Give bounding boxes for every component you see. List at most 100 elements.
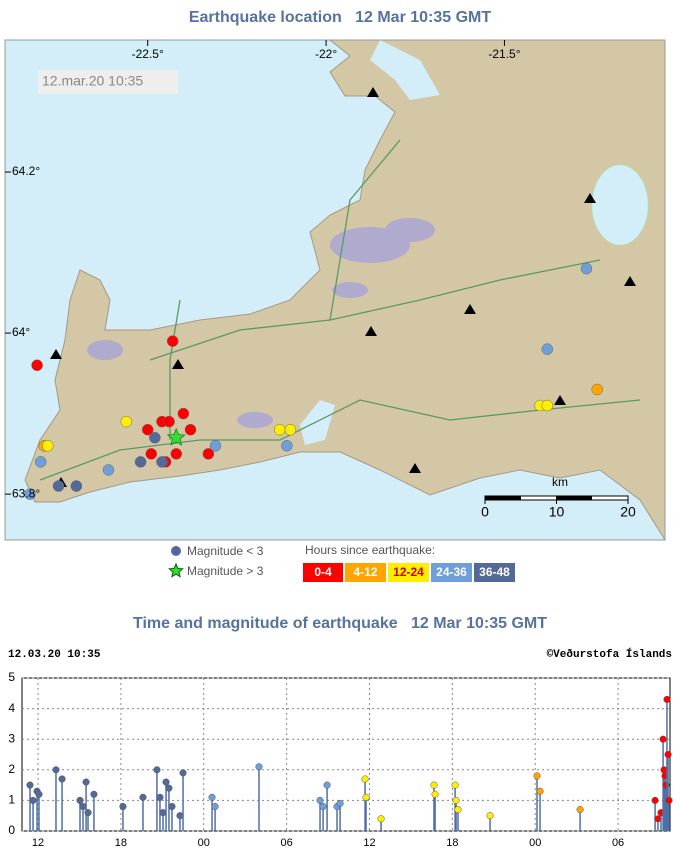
event bbox=[452, 796, 460, 804]
event bbox=[211, 802, 219, 811]
event bbox=[486, 812, 494, 820]
event bbox=[76, 796, 84, 804]
chart-stamp: 12.03.20 10:35 bbox=[8, 649, 101, 661]
scale-bar: km 0 10 20 bbox=[481, 475, 636, 520]
event bbox=[430, 781, 438, 789]
quake-large bbox=[166, 427, 186, 446]
plot-frame bbox=[21, 677, 671, 832]
quake bbox=[166, 335, 179, 347]
scale-label: 20 bbox=[620, 504, 636, 520]
quake bbox=[184, 423, 197, 436]
event bbox=[58, 775, 66, 783]
x-tick-label: 00 bbox=[198, 837, 210, 849]
event bbox=[651, 796, 659, 804]
event bbox=[336, 799, 344, 808]
lat-label: 63.8° bbox=[12, 486, 40, 500]
legend-large: Magnitude > 3 bbox=[187, 564, 264, 578]
map-frame bbox=[4, 39, 666, 541]
event bbox=[179, 769, 187, 777]
event bbox=[454, 806, 462, 814]
quake bbox=[102, 464, 115, 476]
event bbox=[26, 781, 34, 789]
map-legend: Magnitude < 3 Magnitude > 3 Hours since … bbox=[168, 543, 435, 578]
legend-star bbox=[168, 562, 184, 578]
event bbox=[663, 695, 671, 703]
legend-bin bbox=[474, 563, 515, 582]
lava-fields bbox=[87, 218, 435, 428]
quake bbox=[156, 456, 168, 468]
y-tick-label: 1 bbox=[8, 793, 15, 807]
event bbox=[659, 735, 667, 743]
event bbox=[162, 778, 170, 786]
quakes bbox=[24, 262, 603, 500]
quake bbox=[145, 448, 158, 460]
y-tick-label: 0 bbox=[8, 823, 15, 837]
scale-label: 0 bbox=[481, 504, 489, 520]
quake bbox=[141, 423, 154, 436]
quake bbox=[163, 415, 175, 428]
event bbox=[431, 790, 439, 798]
event bbox=[52, 766, 60, 774]
quake bbox=[42, 440, 54, 452]
chart-title: Time and magnitude of earthquake 12 Mar … bbox=[133, 615, 547, 632]
event bbox=[323, 781, 331, 789]
legend-bin-label: 24-36 bbox=[436, 565, 467, 579]
event bbox=[90, 790, 98, 798]
event bbox=[316, 796, 324, 804]
quake bbox=[170, 448, 182, 460]
lat-label: 64.2° bbox=[12, 164, 40, 178]
event bbox=[664, 750, 672, 759]
event bbox=[29, 796, 37, 804]
event bbox=[576, 806, 584, 814]
lon-label: -21.5° bbox=[488, 47, 520, 61]
x-tick-label: 18 bbox=[446, 837, 458, 849]
legend-small: Magnitude < 3 bbox=[187, 544, 264, 558]
x-tick-label: 06 bbox=[612, 837, 624, 849]
map: 12.mar.20 10:35 km 0 10 20 bbox=[5, 40, 665, 540]
y-tick-label: 4 bbox=[8, 701, 15, 715]
scale-label: 10 bbox=[549, 504, 565, 520]
x-tick-label: 06 bbox=[280, 837, 292, 849]
event bbox=[35, 790, 43, 798]
event bbox=[451, 781, 459, 789]
event bbox=[533, 772, 541, 780]
quake bbox=[591, 383, 603, 396]
lon-label: -22.5° bbox=[132, 47, 164, 61]
event bbox=[153, 766, 161, 774]
quake bbox=[31, 359, 43, 372]
quake bbox=[541, 343, 554, 355]
quake bbox=[134, 456, 147, 468]
event bbox=[665, 796, 673, 804]
lake bbox=[300, 400, 335, 445]
quake bbox=[284, 423, 297, 436]
quake bbox=[580, 262, 593, 275]
quake bbox=[149, 431, 161, 444]
map-title: Earthquake location 12 Mar 10:35 GMT bbox=[189, 9, 492, 26]
x-tick-label: 18 bbox=[115, 837, 127, 849]
stamp-box bbox=[38, 70, 178, 94]
event bbox=[377, 815, 385, 823]
event bbox=[82, 778, 90, 786]
event bbox=[319, 802, 327, 811]
quake bbox=[541, 399, 554, 412]
chart-credit: ©Veðurstofa Íslands bbox=[547, 647, 672, 661]
roads bbox=[39, 139, 641, 481]
legend-dot bbox=[171, 546, 181, 556]
event bbox=[139, 793, 147, 801]
x-tick-label: 12 bbox=[32, 837, 44, 849]
event bbox=[156, 793, 164, 801]
map-stamp: 12.mar.20 10:35 bbox=[42, 73, 143, 89]
event bbox=[168, 802, 176, 811]
legend-bin-label: 36-48 bbox=[479, 565, 510, 579]
legend-bin bbox=[388, 563, 429, 582]
legend-bin-label: 12-24 bbox=[393, 565, 424, 579]
y-tick-label: 2 bbox=[8, 762, 15, 776]
event bbox=[119, 802, 127, 811]
event bbox=[165, 784, 173, 792]
quake bbox=[120, 415, 133, 428]
y-tick-label: 5 bbox=[8, 670, 15, 684]
quake bbox=[209, 440, 222, 452]
x-tick-label: 00 bbox=[529, 837, 541, 849]
